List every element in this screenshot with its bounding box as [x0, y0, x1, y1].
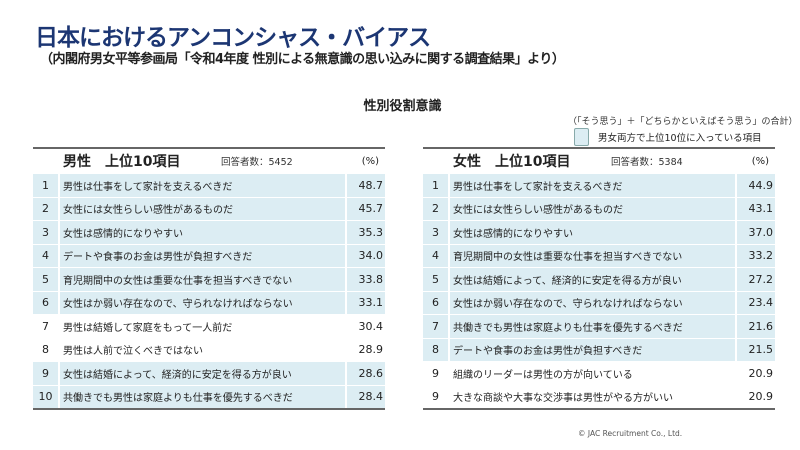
percent-value: 37.0 — [735, 221, 775, 244]
percent-value: 48.7 — [345, 174, 385, 197]
item-text: 組織のリーダーは男性の方が向いている — [448, 362, 735, 385]
table-heading: 女性 上位10項目 — [453, 154, 571, 170]
table-row: 9 組織のリーダーは男性の方が向いている 20.9 — [423, 361, 775, 385]
item-text: 育児期間中の女性は重要な仕事を担当すべきでない — [448, 244, 735, 267]
table-row: 8 男性は人前で泣くべきではない 28.9 — [33, 337, 385, 361]
table-heading: 男性 上位10項目 — [63, 154, 181, 170]
percent-value: 33.2 — [735, 244, 775, 267]
percent-value: 28.9 — [345, 338, 385, 361]
rank: 3 — [423, 221, 448, 244]
table-row: 6 女性はか弱い存在なので、守られなければならない 33.1 — [33, 290, 385, 314]
unit-label: (%) — [751, 155, 769, 167]
rank: 5 — [423, 268, 448, 291]
rank: 2 — [33, 197, 58, 220]
table-row: 1 男性は仕事をして家計を支えるべきだ 48.7 — [33, 173, 385, 197]
item-text: 女性はか弱い存在なので、守られなければならない — [448, 291, 735, 314]
rank: 6 — [423, 291, 448, 314]
table-row: 9 大きな商談や大事な交渉事は男性がやる方がいい 20.9 — [423, 384, 775, 408]
rank: 1 — [33, 174, 58, 197]
female-table: 女性 上位10項目 回答者数：5384 (%) 1 男性は仕事をして家計を支える… — [423, 147, 775, 410]
item-text: 女性は結婚によって、経済的に安定を得る方が良い — [58, 362, 345, 385]
rank: 5 — [33, 268, 58, 291]
male-table: 男性 上位10項目 回答者数：5452 (%) 1 男性は仕事をして家計を支える… — [33, 147, 385, 410]
table-row: 7 男性は結婚して家庭をもって一人前だ 30.4 — [33, 314, 385, 338]
item-text: 育児期間中の女性は重要な仕事を担当すべきでない — [58, 268, 345, 291]
item-text: 男性は結婚して家庭をもって一人前だ — [58, 315, 345, 338]
table-header: 男性 上位10項目 回答者数：5452 (%) — [33, 149, 385, 173]
rank: 1 — [423, 174, 448, 197]
rank: 4 — [423, 244, 448, 267]
table-row: 9 女性は結婚によって、経済的に安定を得る方が良い 28.6 — [33, 361, 385, 385]
rank: 9 — [33, 362, 58, 385]
item-text: 女性はか弱い存在なので、守られなければならない — [58, 291, 345, 314]
rank: 9 — [432, 390, 439, 404]
item-text: 女性は感情的になりやすい — [448, 221, 735, 244]
legend: 男女両方で上位10位に入っている項目 — [574, 128, 762, 146]
table-row: 5 女性は結婚によって、経済的に安定を得る方が良い 27.2 — [423, 267, 775, 291]
rank: 2 — [423, 197, 448, 220]
percent-value: 20.9 — [735, 362, 775, 385]
table-row: 8 デートや食事のお金は男性が負担すべきだ 21.5 — [423, 337, 775, 361]
item-text: デートや食事のお金は男性が負担すべきだ — [58, 244, 345, 267]
percent-value: 33.8 — [345, 268, 385, 291]
item-text: デートや食事のお金は男性が負担すべきだ — [448, 338, 735, 361]
page-subtitle: （内閣府男女平等参画局「令和4年度 性別による無意識の思い込みに関する調査結果」… — [40, 52, 565, 67]
item-text: 女性は感情的になりやすい — [58, 221, 345, 244]
table-row: 2 女性には女性らしい感性があるものだ 43.1 — [423, 196, 775, 220]
table-row: 5 育児期間中の女性は重要な仕事を担当すべきでない 33.8 — [33, 267, 385, 291]
item-text: 共働きでも男性は家庭よりも仕事を優先するべきだ — [58, 385, 345, 408]
rank: 6 — [33, 291, 58, 314]
rank: 9 — [432, 366, 439, 380]
percent-value: 21.5 — [735, 338, 775, 361]
respondent-count: 回答者数：5452 — [221, 157, 293, 168]
legend-label: 男女両方で上位10位に入っている項目 — [598, 133, 762, 144]
item-text: 女性は結婚によって、経済的に安定を得る方が良い — [448, 268, 735, 291]
percent-value: 28.4 — [345, 385, 385, 408]
percent-value: 33.1 — [345, 291, 385, 314]
percent-value: 21.6 — [735, 315, 775, 338]
table-row: 6 女性はか弱い存在なので、守られなければならない 23.4 — [423, 290, 775, 314]
table-row: 3 女性は感情的になりやすい 35.3 — [33, 220, 385, 244]
percent-value: 45.7 — [345, 197, 385, 220]
table-header: 女性 上位10項目 回答者数：5384 (%) — [423, 149, 775, 173]
rank: 10 — [33, 385, 58, 408]
rank: 8 — [42, 343, 49, 357]
section-title: 性別役割意識 — [363, 99, 442, 114]
percent-value: 35.3 — [345, 221, 385, 244]
table-row: 1 男性は仕事をして家計を支えるべきだ 44.9 — [423, 173, 775, 197]
unit-label: (%) — [361, 155, 379, 167]
item-text: 男性は人前で泣くべきではない — [58, 338, 345, 361]
legend-swatch — [574, 128, 589, 146]
page-title: 日本におけるアンコンシャス・バイアス — [35, 25, 431, 51]
table-row: 2 女性には女性らしい感性があるものだ 45.7 — [33, 196, 385, 220]
table-row: 3 女性は感情的になりやすい 37.0 — [423, 220, 775, 244]
percent-value: 44.9 — [735, 174, 775, 197]
table-row: 10 共働きでも男性は家庭よりも仕事を優先するべきだ 28.4 — [33, 384, 385, 408]
item-text: 男性は仕事をして家計を支えるべきだ — [58, 174, 345, 197]
respondent-count: 回答者数：5384 — [611, 157, 683, 168]
percent-value: 27.2 — [735, 268, 775, 291]
percent-value: 28.6 — [345, 362, 385, 385]
percent-value: 20.9 — [735, 385, 775, 408]
table-row: 4 育児期間中の女性は重要な仕事を担当すべきでない 33.2 — [423, 243, 775, 267]
item-text: 女性には女性らしい感性があるものだ — [58, 197, 345, 220]
rank: 7 — [42, 319, 49, 333]
item-text: 男性は仕事をして家計を支えるべきだ — [448, 174, 735, 197]
rank: 4 — [33, 244, 58, 267]
rank: 8 — [423, 338, 448, 361]
table-row: 7 共働きでも男性は家庭よりも仕事を優先するべきだ 21.6 — [423, 314, 775, 338]
note: （「そう思う」＋「どちらかといえばそう思う」の合計） — [568, 117, 798, 127]
item-text: 共働きでも男性は家庭よりも仕事を優先するべきだ — [448, 315, 735, 338]
percent-value: 34.0 — [345, 244, 385, 267]
copyright: © JAC Recruitment Co., Ltd. — [578, 429, 683, 438]
percent-value: 43.1 — [735, 197, 775, 220]
item-text: 大きな商談や大事な交渉事は男性がやる方がいい — [448, 385, 735, 408]
item-text: 女性には女性らしい感性があるものだ — [448, 197, 735, 220]
percent-value: 23.4 — [735, 291, 775, 314]
table-row: 4 デートや食事のお金は男性が負担すべきだ 34.0 — [33, 243, 385, 267]
rank: 3 — [33, 221, 58, 244]
percent-value: 30.4 — [345, 315, 385, 338]
rank: 7 — [423, 315, 448, 338]
